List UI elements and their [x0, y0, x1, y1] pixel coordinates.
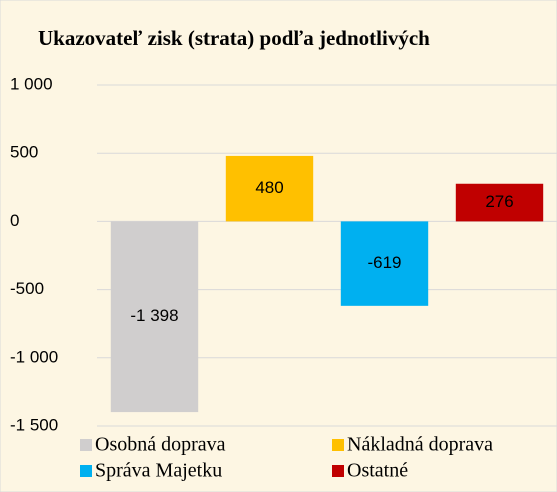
data-label: 480: [255, 178, 283, 197]
y-tick-label: 1 000: [10, 74, 53, 93]
legend-swatch: [80, 439, 92, 451]
legend-label: Nákladná doprava: [347, 434, 493, 456]
y-tick-label: 0: [10, 211, 19, 230]
data-label: -1 398: [130, 306, 178, 325]
legend-label: Ostatné: [347, 460, 408, 482]
legend-swatch: [332, 465, 344, 477]
legend-label: Osobná doprava: [95, 434, 226, 456]
y-tick-label: -500: [10, 279, 44, 298]
legend-swatch: [80, 465, 92, 477]
bar: [455, 183, 544, 222]
bar: [225, 155, 314, 222]
bar: [110, 221, 199, 413]
legend-swatch: [332, 439, 344, 451]
y-tick-label: -1 500: [10, 415, 58, 434]
data-label: -619: [367, 253, 401, 272]
chart-title: Ukazovateľ zisk (strata) podľa jednotliv…: [38, 26, 430, 50]
data-label: 276: [485, 192, 513, 211]
bar: [340, 221, 429, 306]
y-tick-label: -1 000: [10, 347, 58, 366]
legend-label: Správa Majetku: [95, 460, 222, 482]
y-tick-label: 500: [10, 143, 38, 162]
